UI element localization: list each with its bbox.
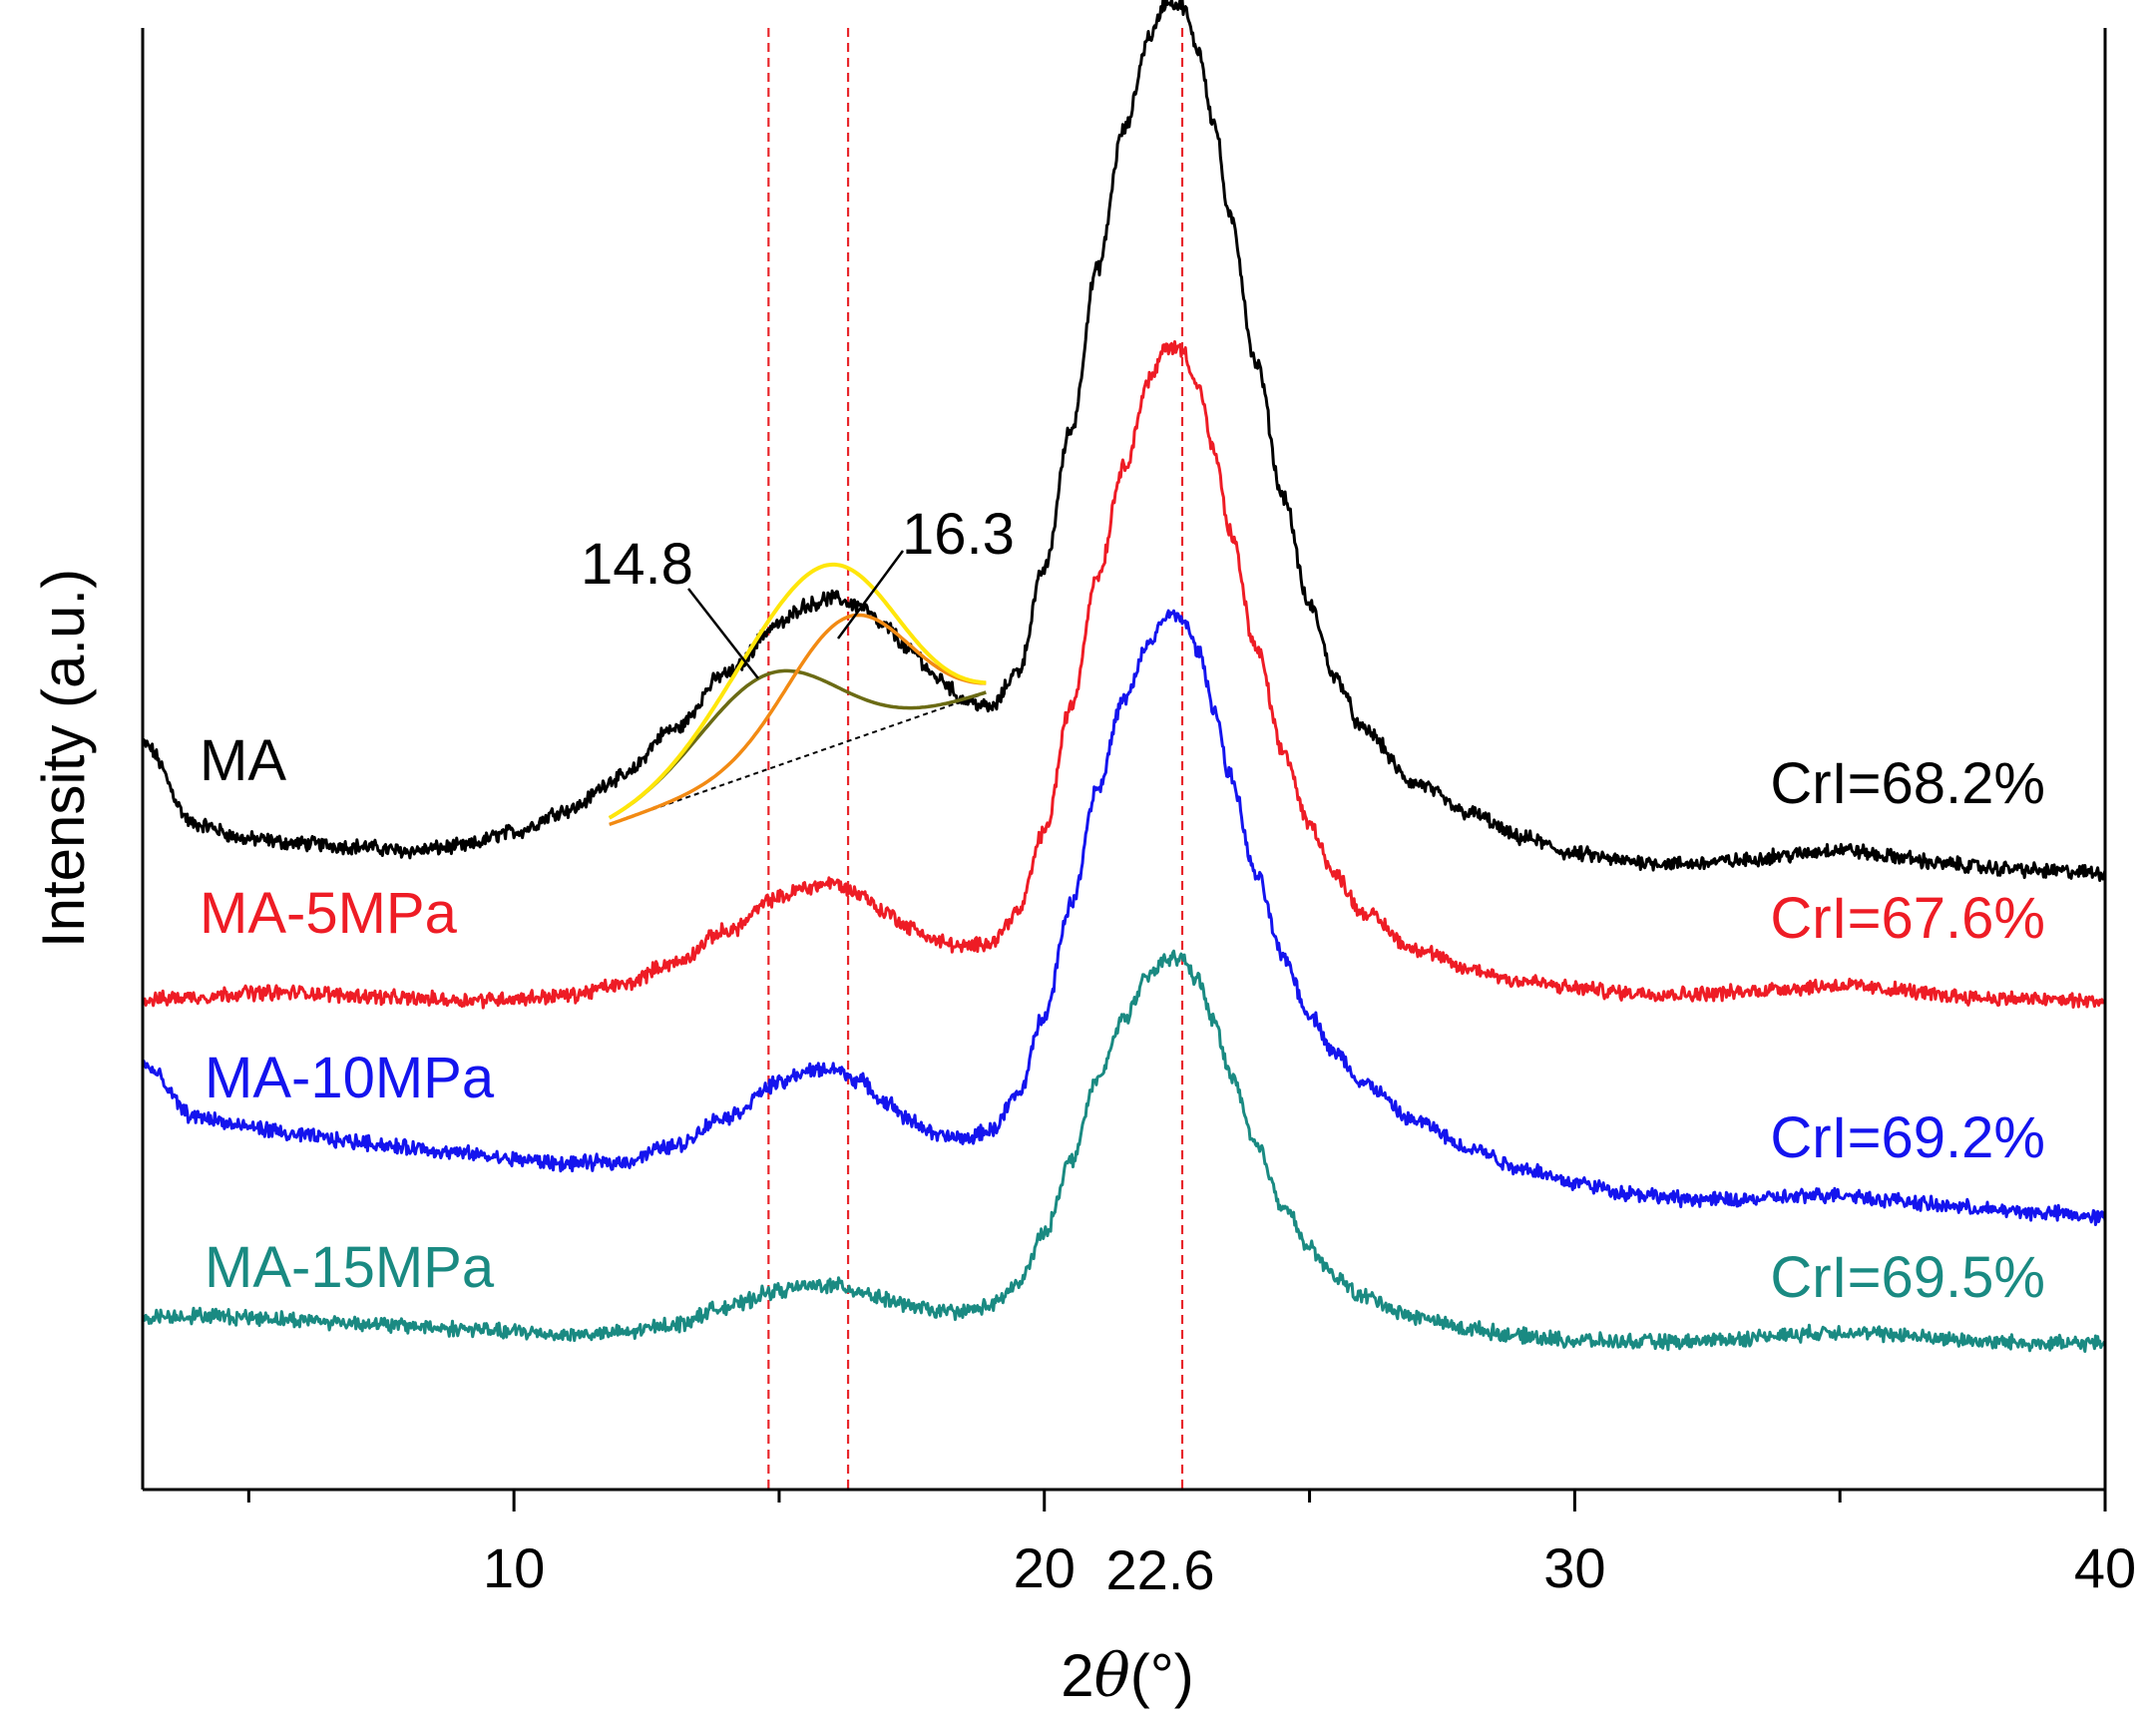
peak-leader-14-8: [687, 588, 759, 679]
reference-lines: [767, 28, 1184, 1490]
x-ticks: 10 20 30 40: [246, 1490, 2136, 1599]
cri-label-ma: CrI=68.2%: [1770, 751, 2045, 816]
x-axis-title: 2θ(°): [1061, 1641, 1193, 1711]
deconvolution-layer: [608, 562, 987, 827]
x-axis-title-unit: (°): [1130, 1642, 1194, 1709]
x-tick-label-10: 10: [483, 1536, 545, 1599]
deconvolution-envelope: [608, 562, 987, 820]
x-axis-title-prefix: 2: [1061, 1642, 1093, 1709]
series-layer: [141, 0, 2107, 1353]
cri-label-ma-5mpa: CrI=67.6%: [1770, 886, 2045, 951]
y-axis-title: Intensity (a.u.): [30, 569, 97, 948]
series-label-ma-5mpa: MA-5MPa: [200, 881, 458, 946]
x-tick-label-40: 40: [2074, 1536, 2136, 1599]
x-axis-title-symbol: θ: [1094, 1641, 1130, 1711]
series-label-ma-10mpa: MA-10MPa: [205, 1046, 495, 1110]
cri-label-ma-10mpa: CrI=69.2%: [1770, 1105, 2045, 1170]
peak-label-14-8: 14.8: [581, 532, 693, 597]
series-line-ma: [141, 0, 2107, 882]
peak-label-16-3: 16.3: [902, 502, 1015, 567]
x-tick-label-30: 30: [1543, 1536, 1605, 1599]
cri-label-ma-15mpa: CrI=69.5%: [1770, 1245, 2045, 1310]
series-label-ma: MA: [200, 728, 286, 793]
series-line-ma-5mpa: [141, 340, 2106, 1010]
peak-leader-16-3: [836, 550, 905, 640]
deconvolution-peak-16-3: [609, 613, 987, 827]
series-line-ma-10mpa: [141, 609, 2107, 1226]
peak-label-22-6: 22.6: [1106, 1538, 1215, 1601]
x-tick-label-20: 20: [1014, 1536, 1076, 1599]
deconvolution-baseline: [609, 691, 987, 826]
series-line-ma-15mpa: [141, 949, 2106, 1353]
series-label-ma-15mpa: MA-15MPa: [205, 1235, 495, 1300]
